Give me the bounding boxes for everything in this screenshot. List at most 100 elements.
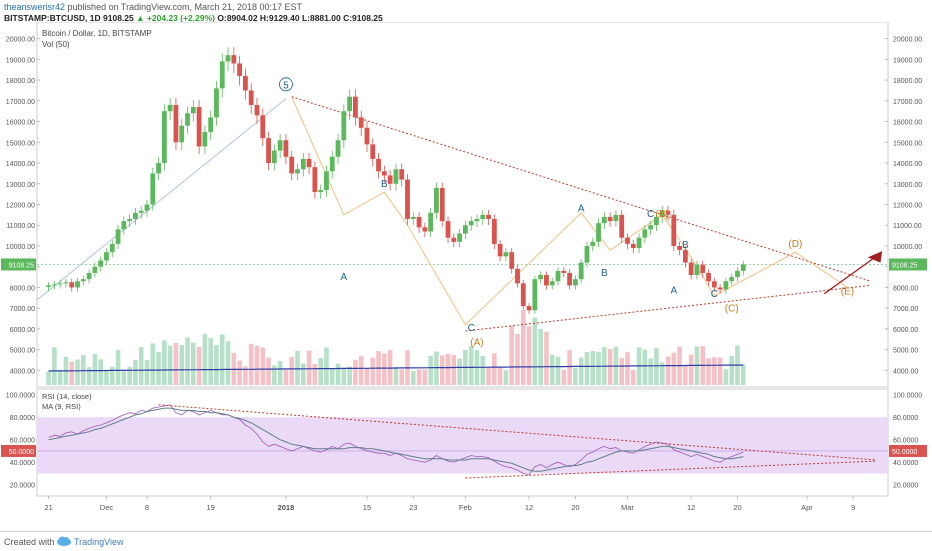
candle-body [295, 169, 300, 174]
candle-body [306, 158, 312, 168]
candle-body [491, 219, 497, 244]
y-tick-label-right: 12000.00 [893, 203, 922, 210]
candle-body [248, 90, 254, 105]
x-tick-label: Apr [801, 503, 813, 512]
candle-body [341, 111, 347, 141]
volume-bar [208, 338, 213, 385]
candle-body [190, 107, 196, 114]
candle-body [555, 270, 561, 282]
rsi-tick-label-right: 80.0000 [893, 415, 918, 422]
volume-bar [497, 366, 503, 385]
y-tick-label-right: 16000.00 [893, 120, 922, 127]
candle-body [503, 252, 509, 257]
volume-bar [150, 343, 156, 385]
y-tick-label-right: 11000.00 [893, 223, 922, 230]
candle-body [324, 171, 329, 190]
volume-bar [439, 355, 445, 385]
candle-body [243, 75, 248, 91]
rsi-ma-line [48, 407, 744, 472]
y-tick-label-right: 8000.00 [893, 285, 918, 292]
wave-label: A [670, 286, 677, 297]
projection-arrow-head [867, 251, 883, 263]
candle-body [127, 219, 133, 222]
projection-arrow-line [823, 253, 880, 295]
volume-bar [422, 369, 428, 385]
candle-body [428, 212, 434, 232]
volume-bar [283, 369, 289, 385]
candle-body [231, 55, 237, 64]
volume-bar [202, 334, 208, 385]
volume-bar [544, 331, 549, 385]
volume-bar [81, 355, 86, 385]
volume-bar [167, 345, 173, 385]
y-tick-label-right: 4000.00 [893, 368, 918, 375]
candle-body [520, 283, 526, 307]
wave-label: B [682, 240, 689, 251]
rsi-band [37, 417, 888, 474]
candle-body [509, 252, 515, 269]
author-link[interactable]: theanswerisr42 [4, 2, 66, 12]
candle-body [283, 140, 289, 157]
volume-bar [138, 347, 144, 385]
candle-body [277, 140, 283, 151]
volume-bar [248, 343, 254, 385]
volume-bar [683, 366, 688, 385]
rsi-mid-tag-right [889, 444, 927, 457]
wave-label: C [647, 209, 654, 220]
y-tick-label-right: 19000.00 [893, 57, 922, 64]
volume-bar [642, 349, 648, 385]
volume-bar [509, 325, 515, 385]
y-tick-label-left: 4000.00 [10, 368, 35, 375]
candle-body [289, 156, 295, 174]
volume-bar [75, 359, 80, 385]
candle-body [538, 275, 544, 280]
y-tick-label-left: 19000.00 [6, 57, 35, 64]
volume-bar [451, 354, 457, 385]
wave-label: (A) [470, 337, 483, 348]
volume-bar [127, 366, 132, 385]
rsi-tick-label-right: 100.0000 [893, 393, 922, 400]
candle-body [185, 113, 190, 126]
volume-bar [457, 358, 462, 385]
volume-bar [619, 358, 625, 385]
symbol-header: BITSTAMP:BTCUSD, 1D 9108.25 ▲ +204.23 (+… [4, 13, 383, 23]
volume-bar [740, 364, 746, 385]
candle-body [474, 219, 480, 222]
y-tick-label-left: 17000.00 [6, 99, 35, 106]
candle-body [347, 96, 353, 112]
volume-bar [109, 366, 115, 385]
price-change: +204.23 (+2.29%) [146, 13, 215, 23]
tradingview-brand[interactable]: TradingView [74, 537, 124, 547]
volume-bar [306, 350, 312, 385]
wave-label: A [578, 204, 585, 215]
x-tick-label: 8 [145, 503, 149, 512]
lower-triangle-line [465, 284, 871, 332]
candle-body [75, 281, 80, 288]
volume-bar [659, 362, 665, 385]
x-tick-label: 20 [571, 503, 579, 512]
volume-bar [712, 357, 717, 385]
candle-body [480, 214, 486, 220]
rsi-ma-label: MA (9, RSI) [42, 402, 81, 411]
candle-body [532, 279, 538, 311]
candle-body [671, 214, 677, 246]
candle-body [173, 104, 179, 143]
triangle-up-icon: ▲ [136, 13, 145, 23]
candle-body [706, 272, 711, 282]
candle-body [439, 187, 445, 222]
candle-body [138, 210, 144, 213]
rsi-tick-label-left: 60.0000 [10, 438, 35, 445]
candle-body [526, 306, 532, 311]
candle-body [393, 169, 399, 184]
volume-bar [266, 357, 271, 385]
y-tick-label-left: 16000.00 [6, 120, 35, 127]
candle-body [214, 88, 219, 118]
price-chart[interactable]: 4000.00 4000.00 5000.00 5000.00 6000.00 6000.… [0, 22, 932, 530]
volume-bar [654, 348, 659, 385]
candle-body [694, 264, 700, 276]
volume-bar [162, 340, 167, 385]
candle-body [596, 223, 601, 242]
volume-bar [179, 345, 185, 385]
candle-body [717, 287, 723, 290]
wave-label: B [601, 268, 608, 279]
